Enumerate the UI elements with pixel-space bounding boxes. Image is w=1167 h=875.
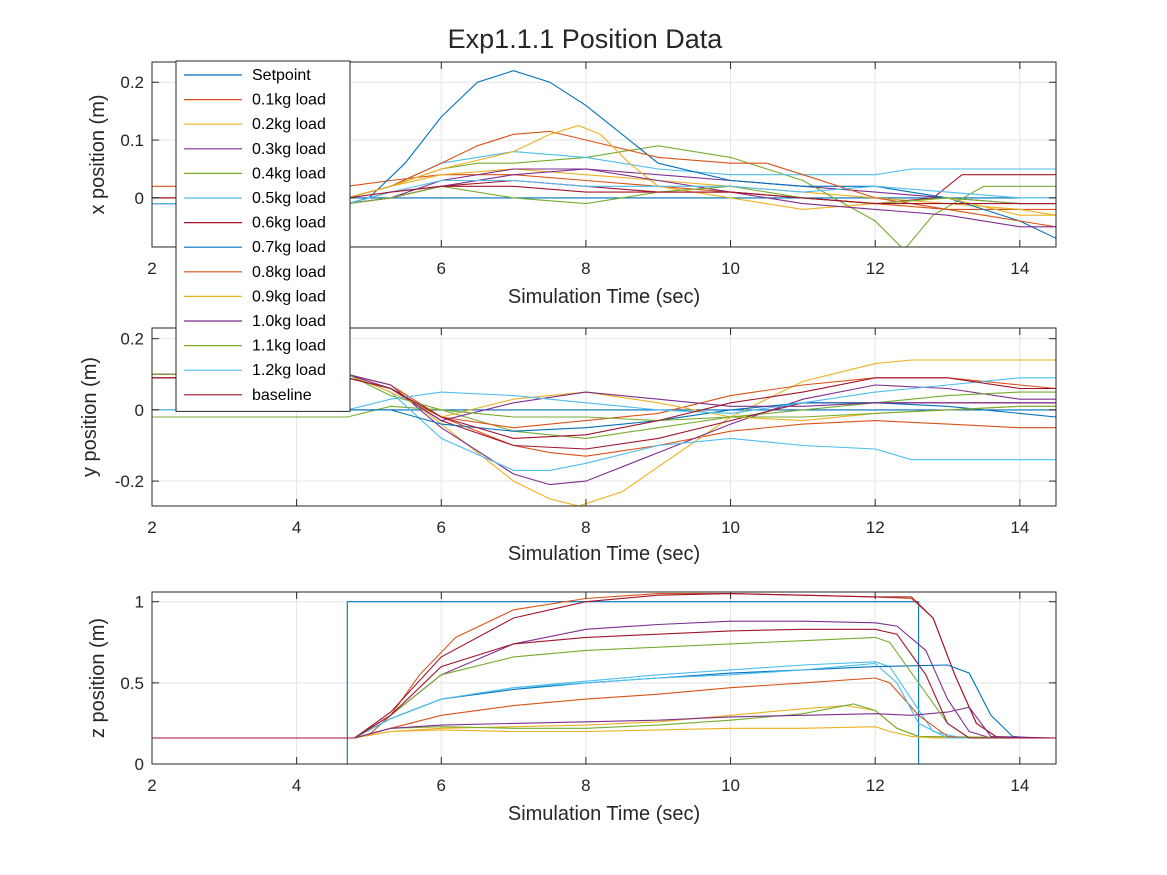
x-tick-label: 6	[437, 776, 446, 795]
legend-entry: 0.6kg load	[252, 215, 326, 232]
series-group	[152, 359, 1056, 506]
x-tick-label: 2	[147, 518, 156, 537]
series-line-0-8kg-load	[152, 677, 1056, 739]
legend-entry: 0.2kg load	[252, 116, 326, 133]
x-tick-label: 10	[721, 776, 740, 795]
x-axis-label: Simulation Time (sec)	[508, 543, 700, 565]
axes-box	[151, 61, 1057, 248]
series-line-1-1kg-load	[152, 636, 1056, 739]
y-tick-label: -0.2	[115, 472, 144, 491]
series-line-baseline	[152, 628, 1056, 739]
legend-entry: 0.3kg load	[252, 141, 326, 158]
axes-box	[151, 591, 1057, 765]
y-axis-label: x position (m)	[87, 94, 109, 214]
axes-box	[151, 327, 1057, 507]
legend-entry: 0.9kg load	[252, 288, 326, 305]
x-tick-label: 8	[581, 776, 590, 795]
legend: Setpoint 0.1kg load 0.2kg load 0.3kg load 0.…	[175, 60, 351, 412]
legend-entry: 1.1kg load	[252, 338, 326, 355]
legend-box	[175, 60, 351, 412]
figure-title: Exp1.1.1 Position Data	[448, 24, 724, 54]
legend-entry: 0.8kg load	[252, 264, 326, 281]
y-axis-label: z position (m)	[87, 618, 109, 738]
y-tick-label: 0	[135, 189, 144, 208]
series-line-0-9kg-load	[152, 726, 1056, 739]
x-tick-label: 10	[721, 518, 740, 537]
x-tick-label: 4	[292, 518, 301, 537]
x-axis-label: Simulation Time (sec)	[508, 803, 700, 825]
series-line-setpoint	[152, 601, 1056, 764]
legend-entry: 1.0kg load	[252, 313, 326, 330]
series-line-0-3kg-load	[152, 373, 1056, 486]
series-line-1-2kg-load	[152, 662, 1056, 739]
series-line-1-0kg-load	[152, 706, 1056, 739]
legend-entry: 0.1kg load	[252, 92, 326, 109]
legend-entry: 0.7kg load	[252, 239, 326, 256]
legend-entry: 0.5kg load	[252, 190, 326, 207]
series-line-0-7kg-load	[152, 70, 1056, 239]
x-tick-label: 4	[292, 776, 301, 795]
series-line-baseline	[152, 377, 1056, 439]
subplot-1: 2 6 8 10 12 14 0 0.1 0.2 Simulation Time (sec) x p…	[87, 61, 1057, 308]
x-tick-label: 6	[437, 259, 446, 278]
legend-entry: baseline	[252, 387, 312, 404]
x-axis-label: Simulation Time (sec)	[508, 286, 700, 308]
legend-entry: 1.2kg load	[252, 362, 326, 379]
series-line-baseline	[152, 185, 1056, 205]
legend-entry: 0.4kg load	[252, 165, 326, 182]
x-tick-label: 8	[581, 259, 590, 278]
subplot-2: 2 4 6 8 10 12 14 -0.2 0 0.2 Simulation Time (sec) y…	[79, 327, 1057, 565]
x-tick-label: 10	[721, 259, 740, 278]
x-tick-label: 14	[1010, 776, 1029, 795]
series-line-1-2kg-load	[152, 377, 1056, 414]
y-tick-label: 0	[135, 401, 144, 420]
x-tick-label: 12	[866, 259, 885, 278]
series-line-0-5kg-load	[152, 373, 1056, 471]
x-tick-label: 2	[147, 776, 156, 795]
series-line-0-1kg-load	[152, 373, 1056, 457]
x-tick-label: 14	[1010, 259, 1029, 278]
series-group	[152, 593, 1056, 764]
y-tick-label: 0.2	[120, 73, 144, 92]
x-tick-label: 12	[866, 518, 885, 537]
y-tick-label: 0.5	[120, 674, 144, 693]
x-tick-label: 6	[437, 518, 446, 537]
x-tick-label: 12	[866, 776, 885, 795]
legend-entry: Setpoint	[252, 67, 311, 84]
y-axis-label: y position (m)	[79, 357, 101, 477]
y-tick-label: 0.1	[120, 131, 144, 150]
series-line-0-6kg-load	[152, 593, 1056, 739]
subplot-3: 2 4 6 8 10 12 14 0 0.5 1 Simulation Time (sec) z po…	[87, 591, 1057, 825]
x-tick-label: 14	[1010, 518, 1029, 537]
x-tick-label: 8	[581, 518, 590, 537]
y-tick-label: 1	[135, 593, 144, 612]
y-tick-label: 0	[135, 755, 144, 774]
series-line-0-4kg-load	[152, 391, 1056, 439]
y-tick-label: 0.2	[120, 330, 144, 349]
x-tick-label: 2	[147, 259, 156, 278]
